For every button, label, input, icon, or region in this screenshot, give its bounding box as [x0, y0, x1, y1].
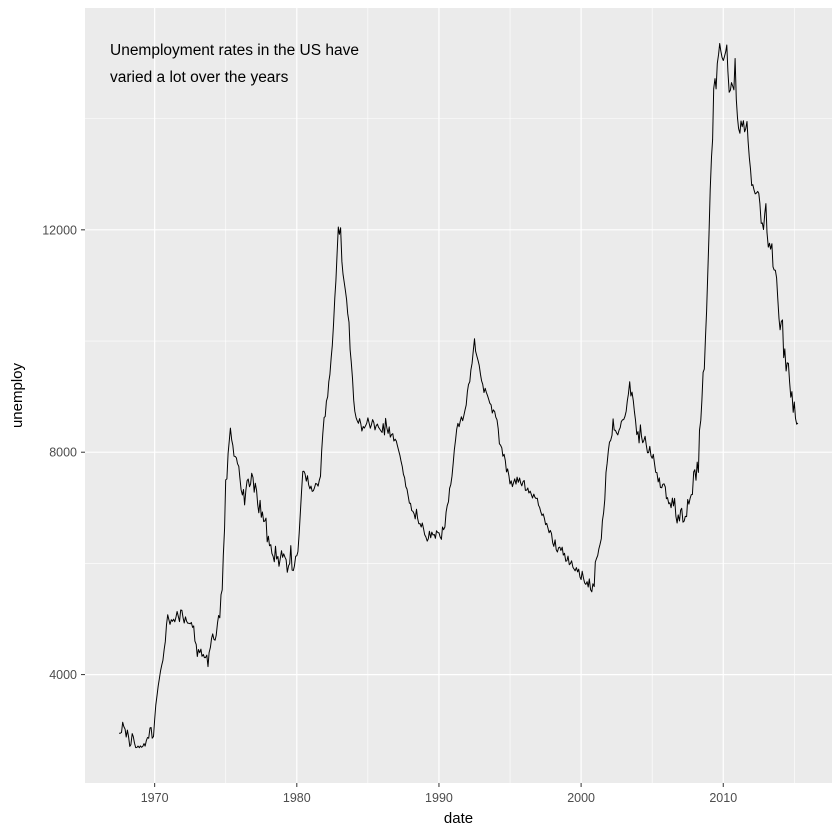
y-tick-label: 8000 [49, 446, 77, 460]
y-axis-title-container: unemploy [6, 8, 28, 783]
unemploy-line-series [119, 43, 799, 749]
x-tick-label: 1970 [141, 791, 169, 805]
y-tick-label: 4000 [49, 668, 77, 682]
axes: 1970 1980 1990 2000 2010 4000 8000 12000 [42, 223, 737, 805]
x-tick-label: 1990 [425, 791, 453, 805]
annotation-line-1: Unemployment rates in the US have [110, 42, 359, 59]
annotation-line-2: varied a lot over the years [110, 69, 289, 86]
y-tick-label: 12000 [42, 223, 77, 237]
x-tick-label: 2000 [567, 791, 595, 805]
plot-annotation: Unemployment rates in the US have varied… [110, 37, 359, 91]
x-axis-title: date [443, 810, 474, 827]
gridlines-minor [85, 8, 832, 783]
x-tick-label: 1980 [283, 791, 311, 805]
plot-panel [85, 8, 832, 783]
gridlines-major [85, 8, 832, 783]
y-axis-title: unemploy [8, 362, 26, 429]
x-tick-label: 2010 [709, 791, 737, 805]
